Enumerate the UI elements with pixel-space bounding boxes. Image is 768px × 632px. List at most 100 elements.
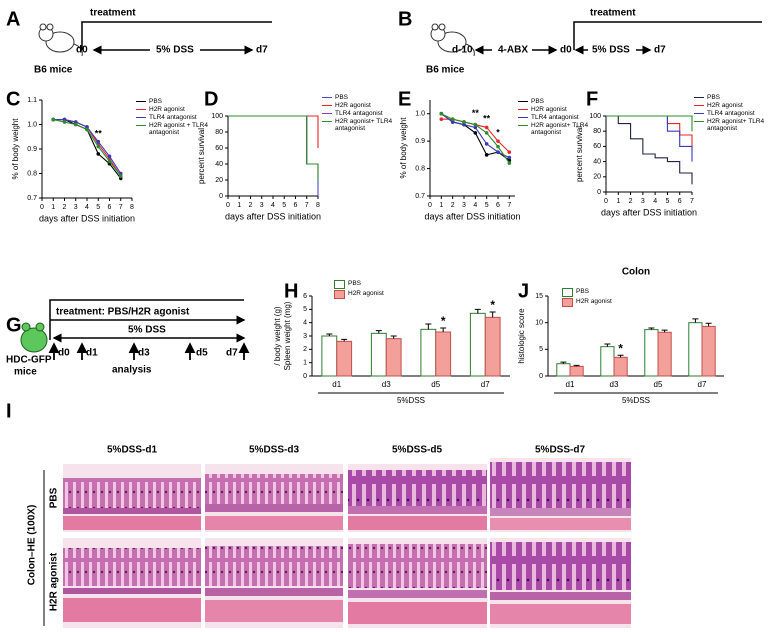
legend-swatch	[136, 109, 146, 110]
y-tick-label: 0	[219, 193, 223, 200]
legend-label: H2R agonist	[149, 106, 185, 113]
x-tick-label: 7	[690, 198, 694, 205]
legend-item: PBS	[322, 94, 396, 101]
legend-label: PBS	[348, 280, 362, 287]
y-tick-label: 80	[215, 129, 223, 136]
legend-label: PBS	[576, 288, 590, 295]
significance: *	[618, 341, 623, 355]
panel-g: G HDC-GFP mice treatment: PBS/H2R agonis…	[6, 299, 250, 378]
legend-item: H2R agonist	[334, 290, 408, 299]
point	[439, 117, 444, 121]
y-axis-title: Spleen weight (mg)	[283, 301, 292, 370]
legend-item: H2R agonist	[322, 102, 396, 109]
x-tick-label: 5	[282, 202, 286, 209]
legend-item: H2R agonist	[518, 106, 592, 113]
regimen-label: 5% DSS	[156, 45, 194, 56]
legend-swatch	[334, 280, 345, 289]
x-tick-label: d7	[481, 380, 490, 389]
error-bar	[425, 323, 432, 330]
legend-label: H2R agonist	[348, 290, 384, 297]
legend: PBS H2R agonist TLR4 antagonist H2R agonist…	[694, 94, 768, 133]
legend-label: PBS	[149, 98, 163, 105]
legend-item: PBS	[562, 288, 636, 297]
y-tick-label: 1	[303, 360, 307, 367]
point	[496, 144, 500, 149]
x-tick-label: 3	[641, 198, 645, 205]
column-header: 5%DSS-d5	[392, 445, 442, 456]
error-bar	[560, 361, 567, 364]
legend-item: PBS	[694, 94, 768, 101]
legend-swatch	[322, 97, 332, 98]
x-tick-label: 7	[507, 202, 511, 209]
point	[450, 120, 455, 124]
stain-label: Colon–HE (100X)	[27, 505, 38, 586]
legend-item: H2R agonist + TLR4 antagonist	[136, 122, 210, 136]
y-tick-label: 0.9	[27, 146, 37, 153]
legend-swatch	[518, 117, 528, 118]
legend-label: PBS	[335, 94, 349, 101]
panel-a: A B6 mice treatment d0 5% DSS d7	[6, 8, 272, 76]
day-label: d0	[560, 45, 572, 56]
analysis-arrows	[48, 342, 250, 360]
histology-image	[348, 464, 487, 532]
legend-swatch	[562, 288, 573, 297]
point	[484, 142, 489, 146]
x-axis-title: days after DSS initiation	[225, 211, 321, 221]
histology-image	[490, 458, 631, 532]
x-tick-label: d1	[566, 380, 575, 389]
point	[96, 152, 101, 156]
point	[107, 154, 112, 159]
legend-item: H2R agonist+ TLR4 antagonist	[322, 118, 396, 132]
legend-label: TLR4 antagonist	[707, 110, 755, 117]
legend-label: TLR4 antagonist	[149, 114, 197, 121]
point	[62, 120, 67, 124]
chart: C 0.7 0.8 0.9 1.0 1.1 % of body weight 0 1 2 3 4 5 6 7…	[6, 88, 135, 223]
x-tick-label: 4	[271, 202, 275, 209]
legend-swatch	[136, 101, 146, 102]
y-tick-label: 0.7	[415, 193, 425, 200]
legend-label: H2R agonist + TLR4 antagonist	[149, 122, 208, 136]
day-label: d7	[654, 45, 666, 56]
x-tick-label: 0	[40, 204, 44, 211]
legend-swatch	[694, 97, 704, 98]
point	[85, 127, 89, 132]
y-tick-label: 10	[535, 320, 543, 327]
significance: **	[472, 108, 480, 118]
y-tick-label: 20	[593, 174, 601, 181]
point	[118, 174, 123, 178]
legend-item: H2R agonist	[562, 298, 636, 307]
point	[450, 117, 455, 121]
significance: *	[490, 298, 495, 312]
histology-image	[63, 464, 201, 532]
bar	[385, 338, 402, 377]
y-tick-label: 0	[597, 189, 601, 196]
bar	[469, 312, 486, 377]
day-label: d7	[256, 45, 268, 56]
x-axis-title: days after DSS initiation	[601, 207, 697, 217]
legend-item: H2R agonist+ TLR4 antagonist	[694, 118, 768, 132]
legend-label: TLR4 antagonist	[335, 110, 383, 117]
treatment-line	[49, 299, 244, 340]
bar	[701, 325, 716, 377]
point	[51, 117, 56, 122]
x-tick-label: 8	[316, 202, 320, 209]
legend-swatch	[694, 113, 704, 114]
column-header: 5%DSS-d7	[535, 445, 585, 456]
x-axis-title: 5%DSS	[397, 396, 425, 405]
x-tick-label: 5	[96, 204, 100, 211]
x-tick-label: d5	[431, 380, 440, 389]
x-tick-label: d7	[698, 380, 707, 389]
histology-image	[205, 538, 343, 628]
point	[496, 139, 500, 143]
survival-line	[606, 115, 693, 162]
regimen-label: 5% DSS	[592, 45, 630, 56]
y-tick-label: 6	[303, 293, 307, 300]
x-axis-title: 5%DSS	[622, 396, 650, 405]
mice-label: B6 mice	[34, 65, 73, 76]
x-tick-label: 3	[74, 204, 78, 211]
x-tick-label: 1	[51, 204, 55, 211]
error-bar	[474, 308, 481, 314]
point	[473, 125, 478, 130]
panel-label: F	[586, 88, 598, 110]
